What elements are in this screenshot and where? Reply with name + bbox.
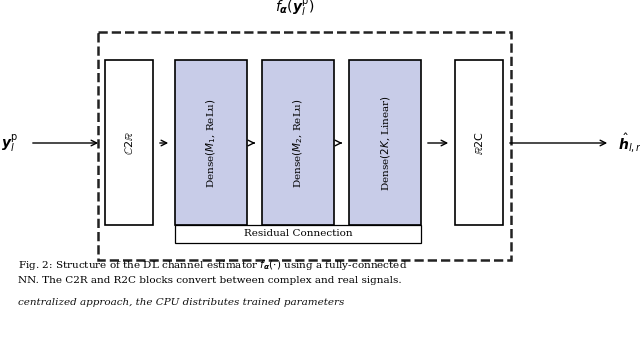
Text: NN. The C2R and R2C blocks convert between complex and real signals.: NN. The C2R and R2C blocks convert betwe… bbox=[18, 276, 402, 285]
Text: $\hat{\boldsymbol{h}}_{l,n}$: $\hat{\boldsymbol{h}}_{l,n}$ bbox=[618, 131, 640, 154]
Bar bbox=[105, 60, 153, 225]
Text: $\boldsymbol{y}_l^{\mathrm{p}}$: $\boldsymbol{y}_l^{\mathrm{p}}$ bbox=[1, 132, 18, 154]
Text: centralized approach, the CPU distributes trained parameters: centralized approach, the CPU distribute… bbox=[18, 298, 344, 307]
Text: Residual Connection: Residual Connection bbox=[244, 230, 352, 239]
Text: Dense$(2K$, Linear$)$: Dense$(2K$, Linear$)$ bbox=[378, 95, 392, 191]
Text: Dense$(M_2$, ReLu$)$: Dense$(M_2$, ReLu$)$ bbox=[291, 98, 305, 188]
Bar bbox=[262, 60, 334, 225]
Text: Dense$(M_1$, ReLu$)$: Dense$(M_1$, ReLu$)$ bbox=[204, 98, 218, 188]
Bar bbox=[98, 32, 511, 260]
Bar bbox=[175, 225, 421, 243]
Text: $\mathbb{C}2\mathbb{R}$: $\mathbb{C}2\mathbb{R}$ bbox=[123, 131, 135, 155]
Text: $\mathbb{R}2\mathrm{C}$: $\mathbb{R}2\mathrm{C}$ bbox=[473, 131, 485, 155]
Bar bbox=[349, 60, 421, 225]
Text: $f_{\boldsymbol{\alpha}}(\boldsymbol{y}_l^{\mathrm{p}})$: $f_{\boldsymbol{\alpha}}(\boldsymbol{y}_… bbox=[275, 0, 314, 18]
Bar bbox=[175, 60, 247, 225]
Text: Fig. 2: Structure of the DL channel estimator $f_{\boldsymbol{\alpha}}(\cdot)$ u: Fig. 2: Structure of the DL channel esti… bbox=[18, 258, 407, 272]
Bar bbox=[455, 60, 503, 225]
